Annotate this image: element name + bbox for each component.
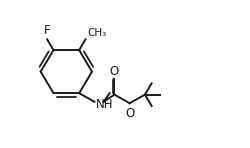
Text: O: O — [126, 107, 135, 119]
Text: O: O — [110, 65, 119, 78]
Text: CH₃: CH₃ — [88, 28, 107, 38]
Text: F: F — [44, 24, 51, 37]
Text: NH: NH — [96, 98, 113, 111]
